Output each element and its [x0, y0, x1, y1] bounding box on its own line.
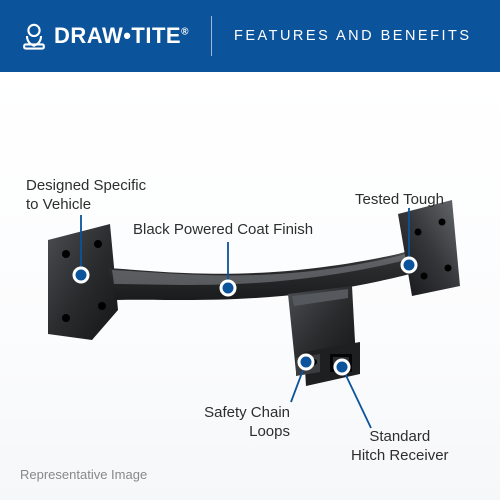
label-black-finish: Black Powered Coat Finish	[133, 221, 313, 240]
header-bar: DRAW•TITE® FEATURES AND BENEFITS	[0, 0, 500, 72]
callout-safety	[291, 355, 313, 402]
diagram-area: Designed Specificto Vehicle Black Powere…	[0, 72, 500, 500]
callout-tested	[402, 208, 416, 272]
callout-designed	[74, 215, 88, 282]
header-subtitle: FEATURES AND BENEFITS	[234, 28, 472, 44]
brand-text: DRAW•TITE®	[54, 23, 189, 49]
label-designed: Designed Specificto Vehicle	[26, 177, 146, 215]
label-tested: Tested Tough	[355, 191, 444, 210]
callout-receiver	[335, 360, 371, 428]
hitch-ball-icon	[20, 22, 48, 50]
label-safety: Safety ChainLoops	[200, 404, 290, 442]
label-receiver: StandardHitch Receiver	[351, 428, 449, 466]
header-divider	[211, 16, 212, 56]
callout-black-finish	[221, 242, 235, 295]
footer-note: Representative Image	[20, 467, 147, 482]
brand-logo: DRAW•TITE®	[20, 22, 189, 50]
